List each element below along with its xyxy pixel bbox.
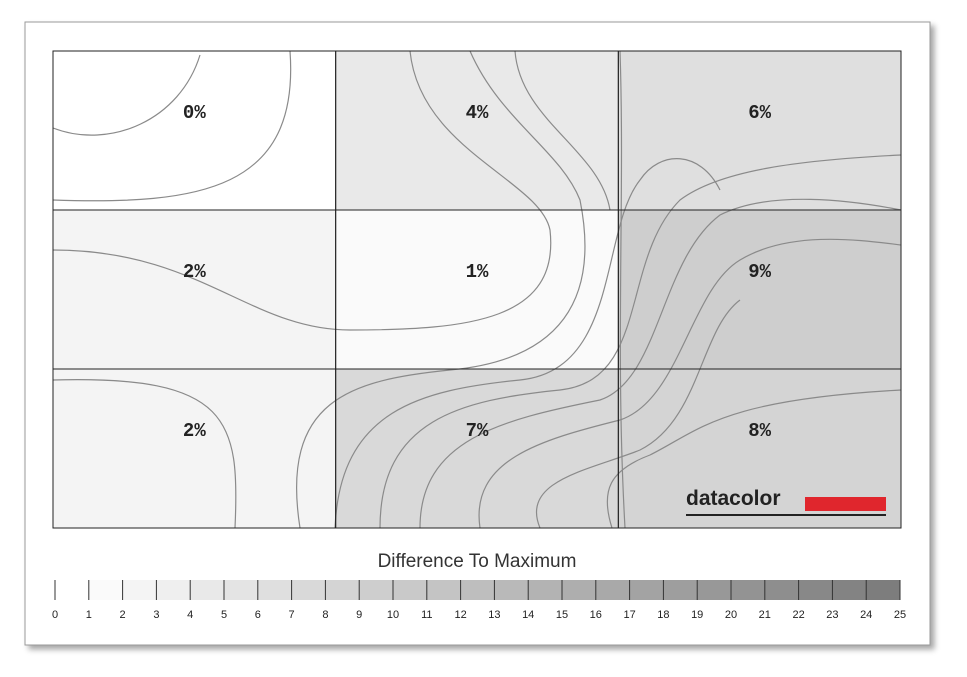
colorbar-tick-label: 6 bbox=[255, 609, 261, 621]
colorbar-tick-label: 12 bbox=[454, 609, 466, 621]
colorbar-tick-label: 22 bbox=[792, 609, 804, 621]
colorbar-tick-label: 0 bbox=[52, 609, 58, 621]
colorbar-tick-label: 19 bbox=[691, 609, 703, 621]
heat-cell bbox=[335, 210, 619, 369]
cell-label: 8% bbox=[748, 420, 771, 442]
colorbar-swatch bbox=[663, 580, 698, 600]
cell-label: 6% bbox=[748, 102, 771, 124]
heat-cell bbox=[53, 210, 336, 369]
colorbar-swatch bbox=[460, 580, 495, 600]
colorbar-tick-label: 3 bbox=[153, 609, 159, 621]
colorbar-tick-label: 14 bbox=[522, 609, 534, 621]
colorbar-tick-label: 15 bbox=[556, 609, 568, 621]
colorbar-tick-label: 5 bbox=[221, 609, 227, 621]
colorbar-swatch bbox=[562, 580, 596, 600]
colorbar-swatch bbox=[325, 580, 360, 600]
colorbar-swatch bbox=[629, 580, 664, 600]
colorbar-tick-label: 11 bbox=[421, 609, 432, 621]
colorbar-tick-label: 25 bbox=[894, 609, 906, 621]
colorbar-tick-label: 10 bbox=[387, 609, 399, 621]
cell-label: 1% bbox=[466, 261, 489, 283]
cell-label: 7% bbox=[466, 420, 489, 442]
colorbar-tick-label: 24 bbox=[860, 609, 872, 621]
colorbar-swatch bbox=[224, 580, 258, 600]
contours bbox=[52, 50, 902, 529]
colorbar-swatch bbox=[55, 580, 89, 600]
logo: datacolor bbox=[686, 487, 886, 516]
colorbar-tick-label: 20 bbox=[725, 609, 737, 621]
colorbar-tick-label: 9 bbox=[356, 609, 362, 621]
logo-text: datacolor bbox=[686, 487, 781, 510]
colorbar-swatch bbox=[359, 580, 393, 600]
cell-labels: 0% 4% 6% 2% 1% 9% 2% 7% 8% bbox=[183, 102, 772, 442]
logo-bar bbox=[805, 497, 886, 511]
cell-label: 2% bbox=[183, 420, 206, 442]
colorbar-swatch bbox=[257, 580, 292, 600]
cell-grid bbox=[52, 50, 902, 529]
colorbar-swatch bbox=[122, 580, 157, 600]
cell-border bbox=[617, 368, 902, 529]
heat-cell bbox=[618, 210, 901, 369]
colorbar-tick-label: 21 bbox=[759, 609, 771, 621]
heat-cell bbox=[335, 369, 619, 528]
colorbar-tick-label: 4 bbox=[187, 609, 193, 621]
cell-label: 2% bbox=[183, 261, 206, 283]
colorbar-swatch bbox=[528, 580, 562, 600]
colorbar-swatch bbox=[595, 580, 630, 600]
heat-cell bbox=[53, 369, 336, 528]
colorbar-title: Difference To Maximum bbox=[378, 551, 577, 572]
colorbar-swatch bbox=[393, 580, 427, 600]
colorbar-tick-label: 17 bbox=[623, 609, 635, 621]
colorbar-tick-label: 23 bbox=[826, 609, 838, 621]
colorbar-swatch bbox=[494, 580, 529, 600]
heat-cell bbox=[618, 51, 901, 210]
colorbar-swatch bbox=[156, 580, 191, 600]
colorbar-tick-label: 1 bbox=[86, 609, 92, 621]
colorbar-swatch bbox=[798, 580, 833, 600]
colorbar-swatch bbox=[731, 580, 765, 600]
colorbar-swatch bbox=[88, 580, 123, 600]
heatmap-cells bbox=[53, 51, 901, 528]
colorbar-tick-label: 16 bbox=[590, 609, 602, 621]
heat-cell bbox=[335, 51, 619, 210]
cell-label: 4% bbox=[466, 102, 489, 124]
colorbar-swatch bbox=[832, 580, 867, 600]
colorbar-tick-label: 18 bbox=[657, 609, 669, 621]
cell-label: 0% bbox=[183, 102, 206, 124]
colorbar-swatch bbox=[190, 580, 224, 600]
cell-label: 9% bbox=[748, 261, 771, 283]
colorbar-swatch bbox=[866, 580, 900, 600]
colorbar-swatch bbox=[764, 580, 799, 600]
heat-cell bbox=[53, 51, 336, 210]
colorbar-tick-label: 13 bbox=[488, 609, 500, 621]
colorbar: 0 1 2 3 4 5 6 7 8 9 10 11 12 13 14 15 16 17 18 19 20 21 22 23 24… bbox=[52, 580, 906, 621]
colorbar-tick-label: 8 bbox=[322, 609, 328, 621]
colorbar-tick-label: 7 bbox=[289, 609, 295, 621]
colorbar-swatch bbox=[291, 580, 326, 600]
colorbar-swatch bbox=[697, 580, 731, 600]
colorbar-tick-label: 2 bbox=[120, 609, 126, 621]
colorbar-swatch bbox=[426, 580, 461, 600]
